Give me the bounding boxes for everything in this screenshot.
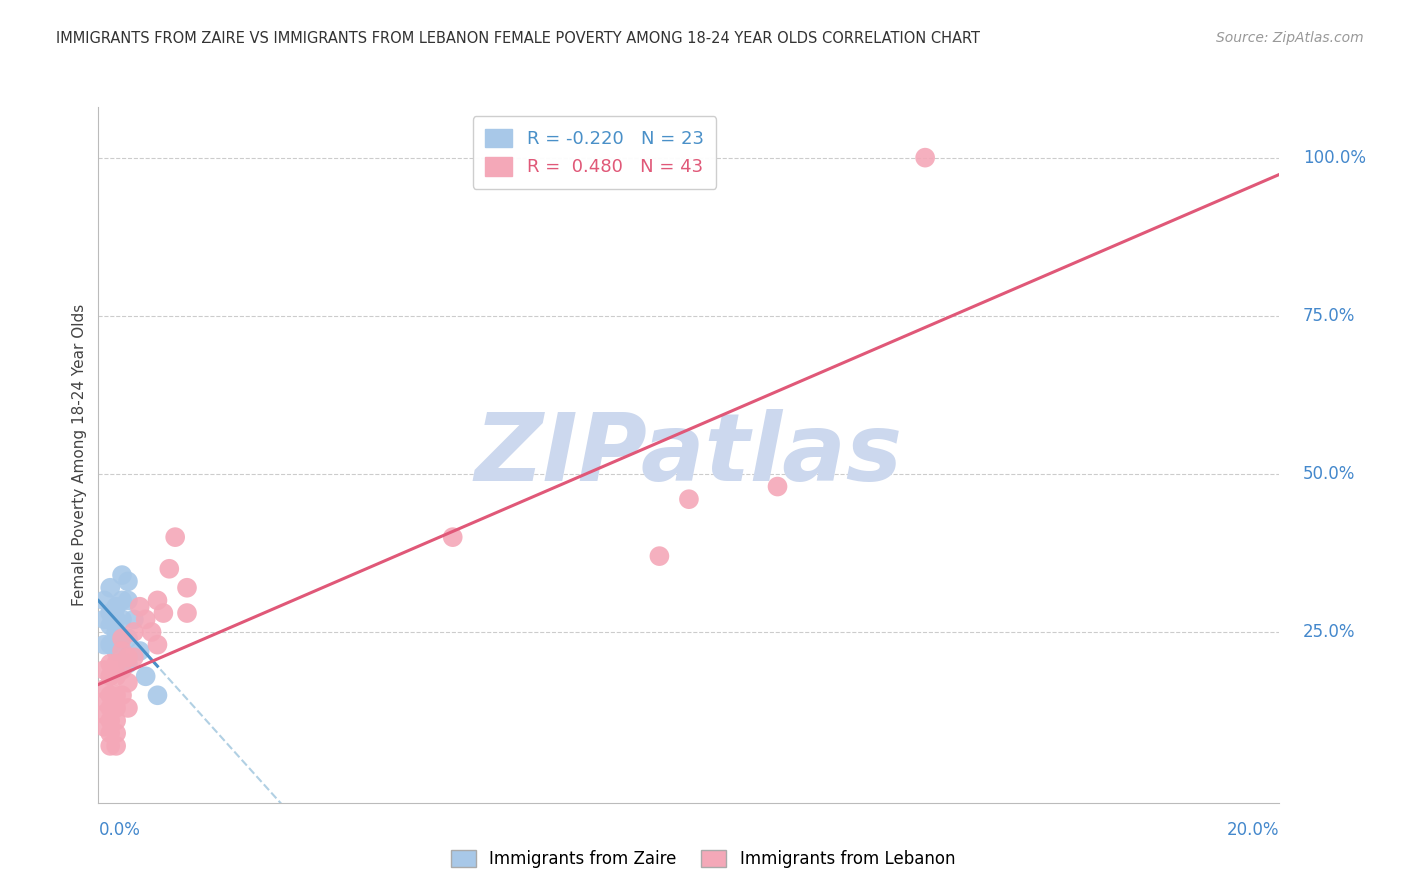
Point (122, 612, 145, 626)
Point (122, 625, 145, 640)
Point (93, 663, 115, 677)
Text: ZIPatlas: ZIPatlas (475, 409, 903, 501)
Point (165, 530, 187, 544)
Point (128, 599, 150, 614)
Point (111, 632, 134, 646)
Point (176, 581, 198, 595)
Y-axis label: Female Poverty Among 18-24 Year Olds: Female Poverty Among 18-24 Year Olds (72, 304, 87, 606)
Point (117, 701, 139, 715)
Point (117, 632, 139, 646)
Point (93, 707, 115, 722)
Point (105, 726, 128, 740)
Point (105, 625, 128, 640)
Text: 50.0%: 50.0% (1303, 465, 1355, 483)
Point (105, 599, 128, 614)
Text: 20.0%: 20.0% (1227, 821, 1279, 838)
Text: Source: ZipAtlas.com: Source: ZipAtlas.com (1216, 31, 1364, 45)
Point (105, 688, 128, 702)
Point (111, 568, 134, 582)
Point (111, 688, 134, 702)
Point (98, 739, 121, 753)
Legend: Immigrants from Zaire, Immigrants from Lebanon: Immigrants from Zaire, Immigrants from L… (444, 843, 962, 875)
Text: IMMIGRANTS FROM ZAIRE VS IMMIGRANTS FROM LEBANON FEMALE POVERTY AMONG 18-24 YEAR: IMMIGRANTS FROM ZAIRE VS IMMIGRANTS FROM… (56, 31, 980, 46)
Point (105, 612, 128, 626)
Point (117, 593, 139, 607)
Point (105, 657, 128, 671)
Point (98, 669, 121, 683)
Point (441, 530, 464, 544)
Text: 0.0%: 0.0% (98, 821, 141, 838)
Point (111, 632, 134, 646)
Point (122, 650, 145, 665)
Point (111, 663, 134, 677)
Point (117, 675, 139, 690)
Point (98, 688, 121, 702)
Point (678, 492, 700, 507)
Point (117, 574, 139, 589)
Point (98, 606, 121, 620)
Point (766, 479, 789, 493)
Point (152, 606, 174, 620)
Point (157, 562, 180, 576)
Text: 25.0%: 25.0% (1303, 623, 1355, 641)
Text: 100.0%: 100.0% (1303, 149, 1367, 167)
Point (141, 625, 163, 640)
Point (93, 638, 115, 652)
Point (105, 701, 128, 715)
Point (128, 644, 150, 658)
Point (111, 593, 134, 607)
Point (98, 701, 121, 715)
Point (93, 720, 115, 734)
Point (176, 606, 198, 620)
Point (105, 739, 128, 753)
Point (648, 549, 671, 563)
Point (98, 581, 121, 595)
Point (117, 650, 139, 665)
Point (146, 638, 169, 652)
Point (146, 688, 169, 702)
Point (135, 669, 157, 683)
Point (111, 644, 134, 658)
Point (98, 726, 121, 740)
Point (93, 681, 115, 696)
Point (135, 612, 157, 626)
Point (105, 714, 128, 728)
Point (105, 644, 128, 658)
Point (105, 669, 128, 683)
Point (98, 618, 121, 632)
Point (914, 151, 936, 165)
Point (93, 612, 115, 626)
Point (111, 612, 134, 626)
Point (98, 657, 121, 671)
Point (146, 593, 169, 607)
Point (93, 593, 115, 607)
Legend: R = -0.220   N = 23, R =  0.480   N = 43: R = -0.220 N = 23, R = 0.480 N = 43 (472, 116, 717, 189)
Point (93, 695, 115, 709)
Point (98, 638, 121, 652)
Point (98, 714, 121, 728)
Point (117, 657, 139, 671)
Text: 75.0%: 75.0% (1303, 307, 1355, 325)
